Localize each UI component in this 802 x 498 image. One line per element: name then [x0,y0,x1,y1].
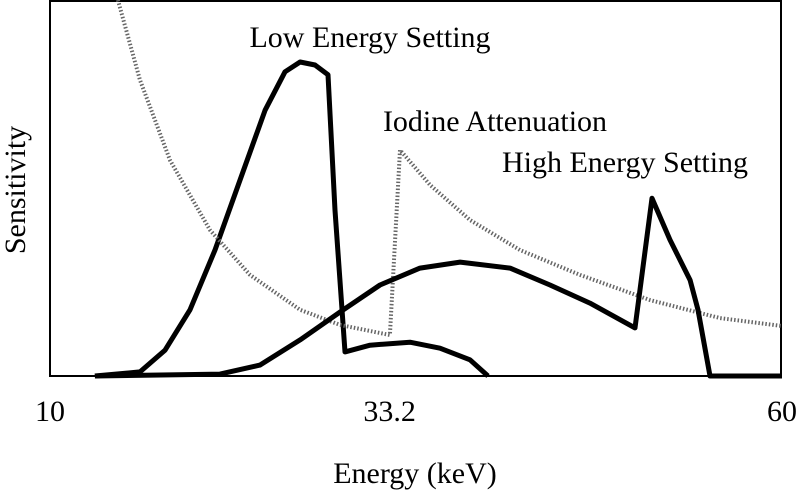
series-annotation: Low Energy Setting [249,21,490,54]
plot-frame [49,0,782,377]
y-axis-label: Sensitivity [0,126,32,254]
x-tick-label: 10 [35,395,65,428]
x-tick-label: 60 [767,395,797,428]
series-line [94,195,782,379]
x-tick-label: 33.2 [363,395,416,428]
x-axis-label: Energy (keV) [333,457,497,490]
series-annotation: High Energy Setting [502,146,748,179]
series-annotation: Iodine Attenuation [383,105,607,138]
series-line [94,59,490,379]
